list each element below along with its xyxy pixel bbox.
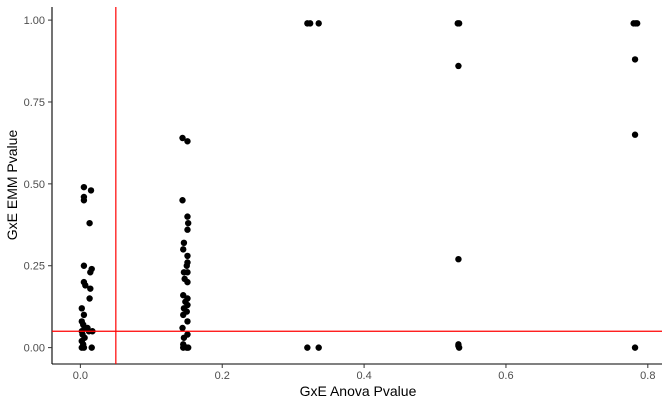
data-point [180, 344, 187, 351]
x-tick-label: 0.8 [640, 370, 655, 382]
data-point [88, 344, 95, 351]
y-tick-label: 0.00 [24, 343, 45, 355]
axis-ticks: 0.0 0.2 0.4 0.6 0.8 0.00 0.25 0.50 0.75 1.00 [24, 15, 656, 382]
data-point [184, 213, 191, 220]
y-tick-label: 1.00 [24, 15, 45, 27]
data-point [631, 56, 639, 63]
data-point [304, 344, 311, 351]
data-point [455, 344, 463, 351]
data-point [633, 20, 641, 27]
x-axis-title: GxE Anova Pvalue [300, 383, 417, 399]
x-tick-label: 0.6 [498, 370, 513, 382]
data-point [86, 219, 93, 227]
data-point [180, 239, 188, 247]
y-tick-label: 0.50 [24, 179, 45, 191]
data-point [315, 20, 322, 27]
data-point [80, 262, 88, 269]
data-point [184, 138, 191, 145]
data-point [80, 197, 88, 204]
data-point [455, 255, 462, 263]
x-tick-label: 0.2 [215, 370, 230, 382]
data-point [180, 246, 187, 253]
data-point [78, 305, 85, 312]
data-point [183, 262, 190, 269]
data-point [315, 344, 322, 351]
data-point [184, 252, 191, 260]
y-axis-title: GxE EMM Pvalue [4, 130, 20, 241]
data-point [180, 334, 188, 341]
data-point [455, 20, 463, 27]
data-point [86, 295, 93, 302]
data-points [78, 20, 641, 351]
data-point [179, 134, 186, 142]
data-point [631, 131, 639, 138]
y-tick-label: 0.25 [24, 261, 45, 273]
data-point [82, 282, 89, 289]
y-tick-label: 0.75 [24, 97, 45, 109]
x-tick-label: 0.4 [356, 370, 371, 382]
data-point [179, 197, 186, 204]
reference-lines [52, 7, 662, 364]
data-point [184, 226, 191, 233]
data-point [180, 311, 187, 319]
data-point [87, 187, 95, 194]
data-point [87, 269, 94, 276]
data-point [179, 324, 186, 332]
data-point [184, 269, 191, 276]
data-point [80, 344, 88, 351]
data-point [306, 20, 314, 27]
data-point [631, 344, 639, 351]
data-point [455, 62, 462, 70]
data-point [87, 285, 94, 292]
data-point [184, 344, 192, 351]
x-tick-label: 0.0 [73, 370, 88, 382]
data-point [184, 318, 191, 325]
data-point [80, 183, 88, 191]
data-point [80, 311, 88, 319]
axes [51, 7, 662, 365]
data-point [184, 278, 191, 286]
data-point [184, 219, 192, 227]
